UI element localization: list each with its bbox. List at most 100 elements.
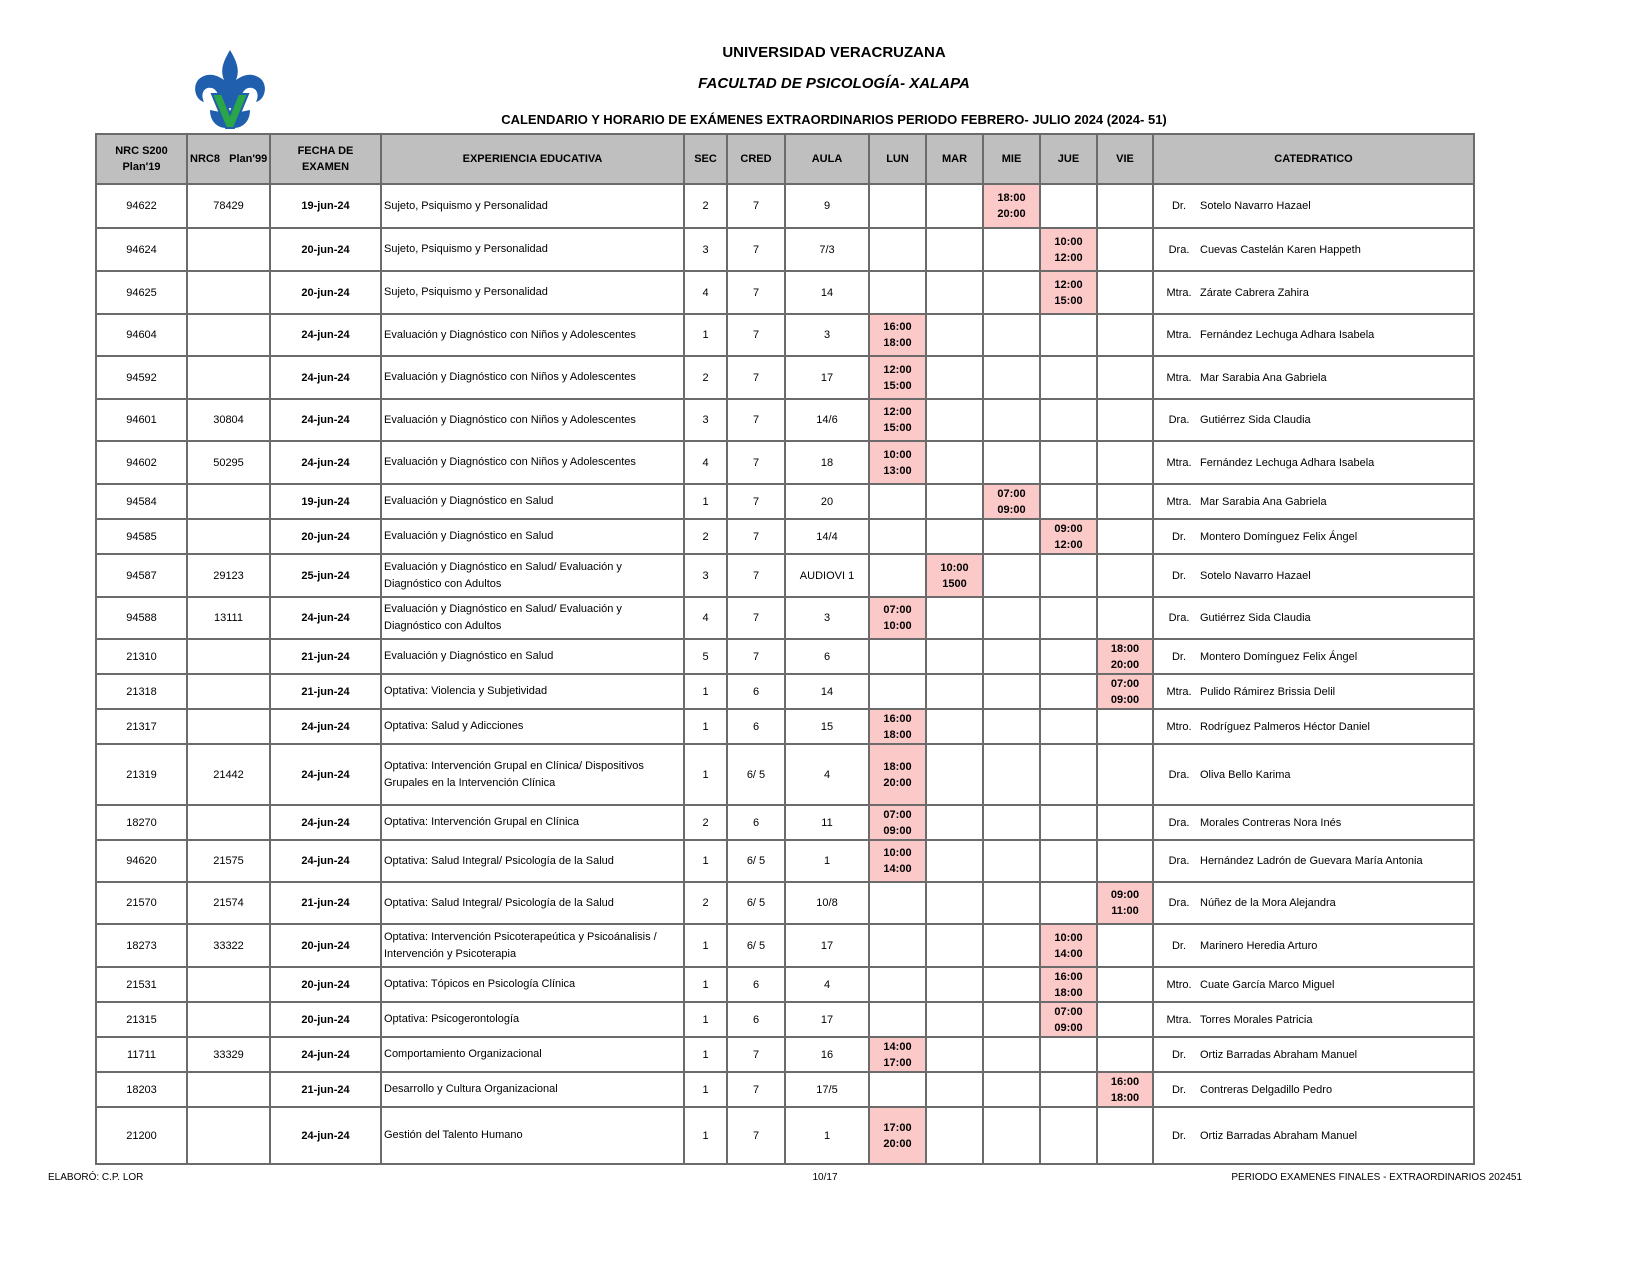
catedratico-cell: Dra. Núñez de la Mora Alejandra [1152,881,1475,925]
nrc8-cell: 21575 [186,839,271,883]
experiencia-cell: Evaluación y Diagnóstico con Niños y Ado… [380,313,685,357]
professor-title: Dr. [1171,650,1187,663]
cred-cell: 6 [726,1001,786,1038]
sec-cell: 4 [683,440,728,485]
col-experiencia: EXPERIENCIA EDUCATIVA [380,133,685,185]
professor-name: Contreras Delgadillo Pedro [1200,1083,1333,1096]
time-start: 18:00 [1110,642,1140,655]
table-row: 21570 21574 21-jun-24 Optativa: Salud Integ… [95,881,1475,925]
nrc-s200-cell: 94622 [95,183,188,229]
cred-cell: 7 [726,313,786,357]
day-cell-vie [1096,1036,1154,1073]
time-end: 18:00 [1054,986,1083,999]
catedratico-cell: Mtra. Zárate Cabrera Zahira [1152,270,1475,315]
experiencia-cell: Optativa: Salud Integral/ Psicología de … [380,839,685,883]
professor-name: Sotelo Navarro Hazael [1200,200,1311,212]
aula-cell: 14/4 [784,518,870,555]
exam-date-cell: 24-jun-24 [269,804,382,841]
experiencia-cell: Optativa: Tópicos en Psicología Clínica [380,966,685,1003]
sec-cell: 2 [683,183,728,229]
professor-title: Dra. [1168,897,1190,909]
catedratico-cell: Mtra. Pulido Rámirez Brissia Delil [1152,673,1475,710]
professor-name: Cuate García Marco Miguel [1200,978,1335,991]
nrc-s200-cell: 94588 [95,596,188,640]
professor-name: Ortiz Barradas Abraham Manuel [1200,1048,1358,1061]
nrc-s200-cell: 21315 [95,1001,188,1038]
day-cell-lun [868,227,927,272]
day-cell-mar [925,708,984,745]
day-cell-mie [982,923,1041,968]
exam-date-cell: 19-jun-24 [269,483,382,520]
time-start: 10:00 [883,448,912,461]
day-cell-mar [925,839,984,883]
cred-cell: 6 [726,673,786,710]
day-cell-lun [868,483,927,520]
sec-cell: 2 [683,355,728,400]
catedratico-cell: Dr. Montero Domínguez Felix Ángel [1152,518,1475,555]
table-row: 21310 21-jun-24 Evaluación y Diagnóstico e… [95,638,1475,675]
day-cell-mar [925,1106,984,1165]
time-start: 16:00 [1110,1075,1140,1088]
catedratico-cell: Dr. Ortiz Barradas Abraham Manuel [1152,1036,1475,1073]
day-cell-mar [925,673,984,710]
day-cell-mar [925,596,984,640]
nrc-s200-cell: 94624 [95,227,188,272]
professor-title: Mtro. [1166,720,1192,733]
col-nrc-s200: NRC S200 Plan'19 [95,133,188,185]
nrc-s200-cell: 21317 [95,708,188,745]
time-end: 14:00 [1054,947,1083,960]
aula-cell: 16 [784,1036,870,1073]
aula-cell: 7/3 [784,227,870,272]
nrc8-cell [186,673,271,710]
day-cell-mar [925,440,984,485]
cred-cell: 7 [726,1036,786,1073]
professor-name: Ortiz Barradas Abraham Manuel [1200,1129,1358,1142]
day-cell-mie [982,839,1041,883]
cred-cell: 7 [726,553,786,598]
nrc-s200-cell: 94602 [95,440,188,485]
day-cell-mar [925,923,984,968]
day-cell-vie [1096,743,1154,806]
nrc8-cell: 78429 [186,183,271,229]
day-cell-mar [925,483,984,520]
exam-time-lun: 07:00 10:00 [868,596,927,640]
cred-cell: 7 [726,270,786,315]
day-cell-mie [982,638,1041,675]
catedratico-cell: Mtro. Cuate García Marco Miguel [1152,966,1475,1003]
day-cell-jue [1039,839,1098,883]
aula-cell: 15 [784,708,870,745]
day-cell-jue [1039,804,1098,841]
exam-time-vie: 18:00 20:00 [1096,638,1154,675]
table-row: 21200 24-jun-24 Gestión del Talento Humano… [95,1106,1475,1165]
exam-time-lun: 10:00 14:00 [868,839,927,883]
exam-time-jue: 07:00 09:00 [1039,1001,1098,1038]
day-cell-jue [1039,313,1098,357]
day-cell-vie [1096,518,1154,555]
table-row: 94620 21575 24-jun-24 Optativa: Salud Integ… [95,839,1475,883]
professor-name: Fernández Lechuga Adhara Isabela [1200,456,1375,469]
day-cell-vie [1096,1001,1154,1038]
nrc8-cell [186,804,271,841]
professor-title: Dra. [1168,768,1190,781]
day-cell-mar [925,1001,984,1038]
day-cell-mar [925,743,984,806]
nrc-s200-cell: 94585 [95,518,188,555]
nrc-s200-cell: 21200 [95,1106,188,1165]
nrc-s200-cell: 94587 [95,553,188,598]
professor-name: Torres Morales Patricia [1200,1013,1313,1026]
sec-cell: 2 [683,518,728,555]
col-cred: CRED [726,133,786,185]
catedratico-cell: Mtra. Mar Sarabia Ana Gabriela [1152,483,1475,520]
nrc8-cell [186,355,271,400]
exam-time-lun: 07:00 09:00 [868,804,927,841]
professor-title: Mtra. [1166,456,1192,469]
nrc-s200-cell: 21531 [95,966,188,1003]
catedratico-cell: Mtra. Fernández Lechuga Adhara Isabela [1152,440,1475,485]
exam-date-cell: 21-jun-24 [269,638,382,675]
exam-date-cell: 24-jun-24 [269,355,382,400]
exam-time-jue: 16:00 18:00 [1039,966,1098,1003]
sec-cell: 5 [683,638,728,675]
nrc8-cell [186,518,271,555]
sec-cell: 1 [683,1001,728,1038]
catedratico-cell: Dra. Hernández Ladrón de Guevara María An… [1152,839,1475,883]
